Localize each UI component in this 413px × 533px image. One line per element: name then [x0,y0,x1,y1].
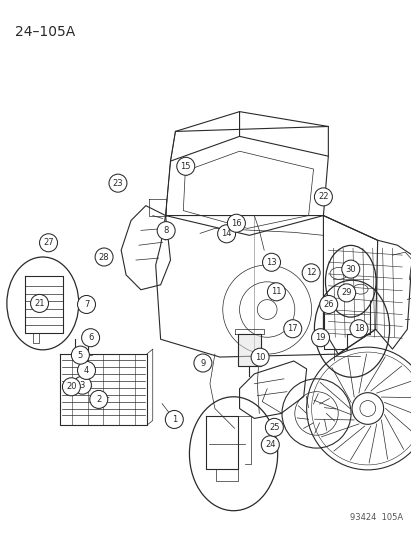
Text: 11: 11 [271,287,281,296]
Text: 26: 26 [323,300,333,309]
Text: 93424  105A: 93424 105A [349,513,402,522]
Text: 17: 17 [287,324,297,333]
Text: 10: 10 [254,353,265,362]
Circle shape [265,418,282,437]
Text: 2: 2 [96,395,101,404]
Text: 8: 8 [163,226,169,235]
Text: 13: 13 [266,258,276,267]
Text: 28: 28 [99,253,109,262]
Circle shape [349,320,367,338]
Text: 25: 25 [268,423,279,432]
Circle shape [262,253,280,271]
Text: 22: 22 [317,192,328,201]
Circle shape [40,234,57,252]
Circle shape [71,346,89,364]
Text: 7: 7 [83,300,89,309]
Circle shape [251,348,268,366]
Circle shape [176,157,194,175]
Circle shape [319,295,337,313]
Circle shape [77,361,95,379]
Text: 21: 21 [34,299,45,308]
Circle shape [81,329,100,347]
Text: 29: 29 [341,288,351,297]
Circle shape [193,354,211,372]
Circle shape [95,248,113,266]
Circle shape [77,295,95,313]
Text: 24: 24 [264,440,275,449]
Text: 5: 5 [78,351,83,360]
Polygon shape [237,334,261,366]
Text: 15: 15 [180,162,190,171]
Circle shape [261,436,279,454]
Text: 16: 16 [230,219,241,228]
Circle shape [341,260,359,278]
Text: 14: 14 [221,229,231,238]
Circle shape [31,294,48,312]
Circle shape [337,284,355,302]
Text: 23: 23 [112,179,123,188]
Circle shape [267,283,285,301]
Circle shape [165,410,183,429]
Text: 24–105A: 24–105A [14,25,75,38]
Circle shape [311,329,329,347]
Circle shape [109,174,127,192]
Text: 20: 20 [66,382,76,391]
Circle shape [301,264,319,282]
Circle shape [73,376,91,394]
Circle shape [313,188,332,206]
Text: 6: 6 [88,333,93,342]
Text: 27: 27 [43,238,54,247]
Text: 9: 9 [200,359,205,368]
Circle shape [217,225,235,243]
Circle shape [90,390,107,408]
Text: 19: 19 [315,333,325,342]
Circle shape [157,222,175,240]
Text: 3: 3 [80,381,85,390]
Text: 12: 12 [305,268,316,277]
Circle shape [62,378,80,396]
Text: 1: 1 [171,415,176,424]
Text: 30: 30 [344,265,355,273]
Circle shape [283,320,301,338]
Text: 18: 18 [353,324,363,333]
Circle shape [227,214,245,232]
Text: 4: 4 [84,366,89,375]
